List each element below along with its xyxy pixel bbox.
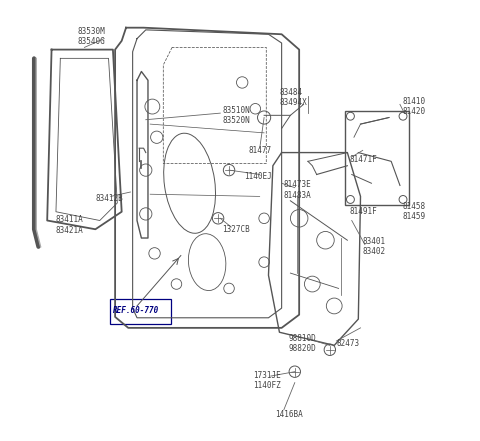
Text: 81458
81459: 81458 81459	[402, 202, 425, 221]
Text: 98810D
98820D: 98810D 98820D	[288, 333, 316, 353]
Text: REF.60-770: REF.60-770	[113, 306, 159, 315]
Text: 81410
81420: 81410 81420	[402, 97, 425, 116]
Text: 1140EJ: 1140EJ	[244, 172, 272, 181]
Circle shape	[324, 344, 336, 355]
Text: 83401
83402: 83401 83402	[363, 237, 386, 257]
Text: 83411A
83421A: 83411A 83421A	[56, 215, 84, 235]
Text: 82473: 82473	[336, 339, 360, 348]
Circle shape	[212, 213, 224, 224]
Text: 81477: 81477	[249, 146, 272, 155]
Text: 1731JE
1140FZ: 1731JE 1140FZ	[253, 371, 281, 390]
Text: 81491F: 81491F	[349, 207, 377, 216]
Text: 83510N
83520N: 83510N 83520N	[222, 106, 250, 125]
Text: 83484
83494X: 83484 83494X	[279, 88, 307, 108]
Text: 81473E
81483A: 81473E 81483A	[284, 180, 312, 199]
Text: 1327CB: 1327CB	[222, 225, 250, 234]
Text: 83530M
83540G: 83530M 83540G	[78, 27, 106, 46]
Text: 83412B: 83412B	[96, 194, 123, 203]
Text: 1416BA: 1416BA	[275, 410, 303, 419]
Circle shape	[289, 366, 300, 377]
Text: 81471F: 81471F	[349, 155, 377, 164]
Circle shape	[223, 164, 235, 176]
